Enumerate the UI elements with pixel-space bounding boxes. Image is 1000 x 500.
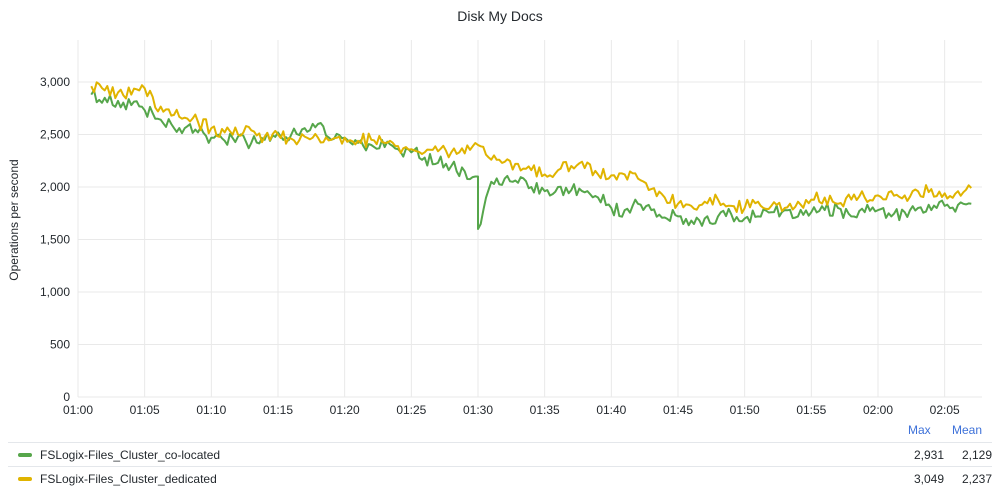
legend-row-co-located[interactable]: FSLogix-Files_Cluster_co-located 2,931 2…: [8, 442, 992, 467]
y-tick-label: 500: [50, 338, 70, 352]
y-tick-label: 1,500: [40, 233, 70, 247]
legend-series-name[interactable]: FSLogix-Files_Cluster_co-located: [40, 448, 221, 462]
x-tick-label: 01:45: [663, 403, 693, 417]
grid-lines: [77, 40, 982, 398]
series-swatch: [18, 477, 32, 481]
panel-title: Disk My Docs: [457, 8, 543, 24]
legend-header-mean[interactable]: Mean: [951, 423, 982, 437]
series-lines: [90, 81, 973, 230]
y-tick-label: 1,000: [40, 285, 70, 299]
x-tick-labels: 01:00 01:05 01:10 01:15 01:20 01:25 01:30 01:35…: [63, 403, 960, 417]
x-tick-label: 01:40: [596, 403, 626, 417]
legend-header-max[interactable]: Max: [907, 423, 931, 437]
y-tick-label: 0: [63, 390, 70, 404]
y-tick-labels: 0 500 1,000 1,500 2,000 2,500 3,000: [40, 75, 70, 404]
x-tick-label: 01:30: [463, 403, 493, 417]
x-tick-label: 01:55: [796, 403, 826, 417]
legend-series-name[interactable]: FSLogix-Files_Cluster_dedicated: [40, 472, 217, 486]
x-tick-label: 01:20: [330, 403, 360, 417]
legend-mean-value: 2,237: [961, 472, 992, 486]
x-tick-label: 02:00: [863, 403, 893, 417]
line-chart[interactable]: 0 500 1,000 1,500 2,000 2,500 3,000 01:00 01:05…: [0, 0, 1000, 420]
x-tick-label: 01:15: [263, 403, 293, 417]
legend-max-value: 2,931: [913, 448, 944, 462]
series-line[interactable]: [90, 89, 972, 230]
x-tick-label: 01:00: [63, 403, 93, 417]
x-tick-label: 01:35: [530, 403, 560, 417]
legend-row-dedicated[interactable]: FSLogix-Files_Cluster_dedicated 3,049 2,…: [8, 466, 992, 491]
legend-header: Max Mean: [871, 423, 982, 439]
legend-mean-value: 2,129: [961, 448, 992, 462]
series-swatch: [18, 453, 32, 457]
y-tick-label: 3,000: [40, 75, 70, 89]
legend-max-value: 3,049: [913, 472, 944, 486]
y-tick-label: 2,500: [40, 128, 70, 142]
y-tick-label: 2,000: [40, 180, 70, 194]
series-line[interactable]: [90, 81, 973, 214]
x-tick-label: 01:05: [130, 403, 160, 417]
x-tick-label: 02:05: [930, 403, 960, 417]
x-tick-label: 01:10: [196, 403, 226, 417]
x-tick-label: 01:25: [396, 403, 426, 417]
x-tick-label: 01:50: [730, 403, 760, 417]
